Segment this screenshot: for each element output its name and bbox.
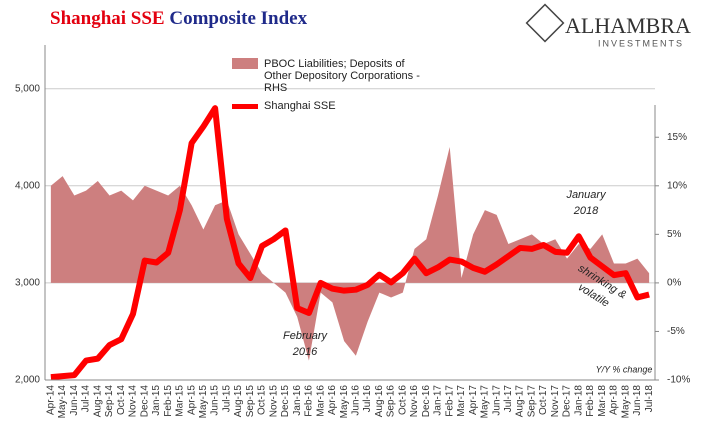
x-tick-label: Apr-16	[327, 385, 338, 415]
x-tick-label: May-15	[198, 385, 209, 419]
x-tick-label: Apr-17	[468, 385, 479, 415]
x-tick-label: Jun-16	[351, 385, 362, 416]
x-tick-label: Oct-15	[257, 385, 268, 415]
x-tick-label: Jun-15	[210, 385, 221, 416]
y-tick-label: 5,000	[15, 83, 40, 94]
x-tick-label: May-16	[339, 385, 350, 419]
x-tick-label: Apr-14	[46, 385, 57, 415]
x-tick-label: Jun-14	[69, 385, 80, 416]
annotation-text: 2018	[573, 205, 599, 217]
title-part: Composite Index	[169, 8, 307, 29]
legend: PBOC Liabilities; Deposits of Other Depo…	[232, 58, 432, 118]
x-tick-label: Sep-14	[104, 385, 115, 418]
x-tick-label: Nov-15	[268, 385, 279, 418]
x-tick-label: Nov-16	[409, 385, 420, 418]
y2-tick-label: 15%	[667, 132, 687, 143]
x-tick-label: Mar-15	[175, 385, 186, 417]
x-tick-label: Oct-14	[116, 385, 127, 415]
x-tick-label: Jan-17	[433, 385, 444, 416]
x-tick-label: Jul-16	[362, 385, 373, 413]
x-tick-label: Jan-15	[151, 385, 162, 416]
x-tick-label: Nov-14	[128, 385, 139, 418]
y2-tick-label: 0%	[667, 278, 682, 289]
legend-item: PBOC Liabilities; Deposits of Other Depo…	[232, 58, 432, 94]
y2-tick-label: -5%	[667, 326, 685, 337]
x-tick-label: Jan-18	[573, 385, 584, 416]
x-tick-label: May-18	[620, 385, 631, 419]
x-tick-label: May-17	[480, 385, 491, 419]
logo-text: ALHAMBRA	[565, 13, 691, 38]
x-tick-label: Sep-15	[245, 385, 256, 418]
legend-label: PBOC Liabilities; Deposits of Other Depo…	[264, 58, 420, 94]
x-tick-label: Jul-15	[221, 385, 232, 413]
x-tick-label: Aug-17	[515, 385, 526, 418]
legend-swatch	[232, 104, 258, 109]
x-tick-label: Mar-18	[597, 385, 608, 417]
x-tick-label: Dec-16	[421, 385, 432, 418]
x-tick-label: Mar-16	[315, 385, 326, 417]
title-part: Shanghai SSE	[50, 8, 165, 29]
logo-mark	[525, 3, 565, 43]
x-tick-label: Aug-15	[233, 385, 244, 418]
legend-item: Shanghai SSE	[232, 100, 432, 112]
x-tick-label: Mar-17	[456, 385, 467, 417]
x-tick-label: Jun-18	[632, 385, 643, 416]
x-tick-label: Dec-14	[139, 385, 150, 418]
x-tick-label: Sep-17	[526, 385, 537, 418]
logo-sub: INVESTMENTS	[598, 38, 684, 48]
x-tick-label: Oct-16	[397, 385, 408, 415]
annotation: January 2018	[565, 189, 607, 217]
x-tick-label: Jul-17	[503, 385, 514, 413]
logo: ALHAMBRA INVESTMENTS	[525, 3, 691, 48]
line	[50, 105, 650, 381]
y2-tick-label: 10%	[667, 180, 687, 191]
y-tick-label: 3,000	[15, 278, 40, 289]
y2-tick-label: -10%	[667, 375, 690, 386]
x-tick-label: Jul-14	[81, 385, 92, 413]
y-tick-label: 4,000	[15, 180, 40, 191]
x-tick-label: Jun-17	[491, 385, 502, 416]
x-tick-label: Feb-15	[163, 385, 174, 417]
x-tick-label: Apr-18	[609, 385, 620, 415]
x-tick-label: Feb-16	[304, 385, 315, 417]
x-tick-label: May-14	[57, 385, 68, 419]
legend-swatch	[232, 58, 258, 69]
x-tick-label: Nov-17	[550, 385, 561, 418]
annotation-text: Y/Y % change	[596, 364, 653, 374]
chart-title: Shanghai SSE Composite Index	[50, 8, 308, 29]
x-tick-label: Aug-14	[92, 385, 103, 418]
x-tick-label: Apr-15	[186, 385, 197, 415]
x-tick-label: Jul-18	[644, 385, 655, 413]
x-tick-label: Sep-16	[386, 385, 397, 418]
annotation: Y/Y % change	[596, 364, 653, 374]
x-tick-label: Jan-16	[292, 385, 303, 416]
x-tick-label: Aug-16	[374, 385, 385, 418]
x-tick-label: Dec-17	[562, 385, 573, 418]
y2-tick-label: 5%	[667, 229, 682, 240]
x-tick-label: Oct-17	[538, 385, 549, 415]
annotation-text: January	[565, 189, 607, 201]
annotation: February 2016	[283, 330, 329, 358]
annotation-text: February	[283, 330, 329, 342]
x-tick-label: Feb-18	[585, 385, 596, 417]
x-tick-label: Dec-15	[280, 385, 291, 418]
x-tick-label: Feb-17	[444, 385, 455, 417]
legend-label: Shanghai SSE	[264, 100, 336, 112]
annotation-text: 2016	[292, 346, 318, 358]
y-tick-label: 2,000	[15, 375, 40, 386]
